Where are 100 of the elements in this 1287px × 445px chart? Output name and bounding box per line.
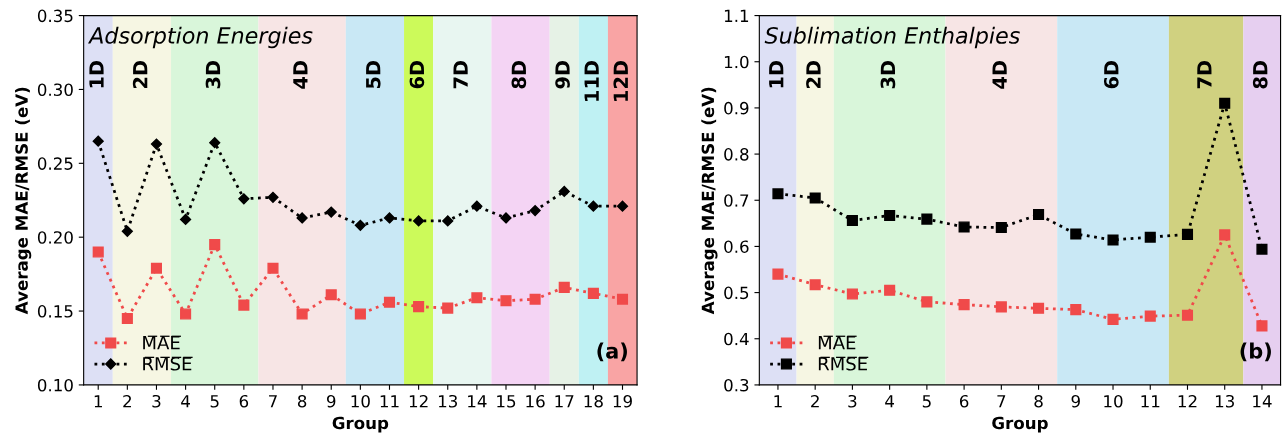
point (238, 193, 250, 205)
y-tick-label: 0.6 (724, 240, 749, 253)
point (179, 213, 192, 226)
point (1033, 209, 1045, 221)
chart-title: Sublimation Enthalpies (764, 26, 1020, 49)
y-tick-label: 0.30 (37, 83, 73, 97)
x-tick-label: 5 (922, 395, 931, 408)
x-tick-label: 12 (409, 394, 428, 408)
x-tick-label: 4 (885, 395, 895, 408)
x-tick-label: 6 (239, 394, 249, 408)
point (121, 312, 133, 324)
x-tick-label: 6 (959, 394, 969, 408)
x-tick-label: 2 (123, 394, 131, 408)
point (921, 213, 933, 225)
point (1181, 309, 1194, 321)
point (267, 262, 279, 274)
point (383, 296, 396, 308)
point (958, 221, 970, 233)
x-tick-label: 8 (1034, 394, 1043, 408)
point (616, 200, 629, 212)
x-tick-label: 14 (1253, 395, 1272, 408)
x-tick-label: 3 (848, 394, 857, 408)
point (1256, 243, 1268, 255)
band-label: 3D (205, 60, 221, 89)
point (413, 215, 425, 227)
point (884, 209, 896, 222)
x-tick-label: 5 (210, 395, 219, 408)
point (413, 301, 425, 313)
x-tick-label: 7 (997, 395, 1006, 408)
chart-title: Adsorption Energies (88, 26, 313, 49)
band-label: 8D (511, 60, 527, 89)
point (529, 293, 541, 305)
x-tick-label: 7 (269, 395, 277, 408)
point (616, 293, 629, 305)
point (958, 299, 970, 311)
point (772, 268, 784, 280)
y-tick-label: 0.35 (37, 9, 73, 23)
x-tick-label: 10 (1104, 394, 1123, 408)
point (500, 295, 512, 307)
band-label: 1D (769, 60, 784, 88)
band-label: 8D (1252, 60, 1268, 89)
x-tick-label: 2 (811, 394, 819, 408)
y-tick-label: 0.4 (724, 332, 749, 346)
point (884, 284, 896, 296)
x-axis-title: Group (332, 416, 389, 433)
point (296, 212, 308, 224)
x-tick-label: 13 (438, 394, 458, 408)
point (209, 239, 221, 251)
point (1144, 231, 1156, 243)
point (238, 299, 250, 311)
legend-label: R̅M̅S̅E̅ (818, 356, 869, 371)
x-tick-label: 1 (94, 395, 102, 408)
x-tick-label: 16 (526, 394, 545, 408)
point (325, 289, 337, 301)
y-tick-label: 0.3 (724, 378, 749, 392)
point (1256, 320, 1268, 332)
band-label: 12D (613, 60, 628, 101)
point (1033, 302, 1045, 314)
y-tick-label: 0.9 (724, 101, 749, 115)
point (1219, 97, 1231, 109)
point (92, 246, 104, 258)
point (529, 204, 541, 217)
y-tick-label: 1.0 (724, 55, 749, 69)
band-label: 7D (1197, 60, 1212, 89)
band-label: 7D (453, 60, 468, 89)
point (921, 296, 933, 308)
point (442, 302, 454, 314)
point (995, 301, 1007, 313)
point (995, 221, 1007, 234)
band-label: 4D (293, 60, 308, 89)
y-tick-label: 1.1 (724, 9, 749, 22)
y-axis-title: Average MAE/RMSE (eV) (15, 87, 32, 315)
point (180, 308, 192, 320)
point (1144, 310, 1156, 322)
band-label: 3D (880, 60, 896, 89)
point (587, 287, 599, 299)
x-tick-label: 11 (380, 395, 399, 408)
point (1070, 304, 1082, 316)
point (383, 212, 396, 224)
point (1181, 228, 1194, 240)
y-tick-label: 0.8 (724, 148, 749, 161)
y-axis-title: Average MAE/RMSE (eV) (701, 87, 718, 315)
point (471, 200, 483, 212)
x-tick-label: 15 (497, 395, 516, 408)
x-tick-label: 10 (351, 394, 370, 408)
point (809, 192, 821, 204)
band-label: 5D (366, 60, 381, 89)
y-tick-label: 0.20 (37, 231, 73, 244)
point (558, 281, 570, 293)
point (1219, 229, 1231, 241)
band-label: 1D (89, 60, 104, 88)
x-tick-label: 18 (584, 394, 603, 408)
x-tick-label: 3 (152, 394, 161, 408)
band-label: 4D (992, 60, 1007, 89)
x-tick-label: 14 (468, 395, 487, 408)
x-tick-label: 19 (613, 394, 632, 408)
point (354, 219, 366, 231)
x-axis-title: Group (992, 416, 1048, 433)
point (150, 262, 163, 274)
point (267, 191, 279, 203)
